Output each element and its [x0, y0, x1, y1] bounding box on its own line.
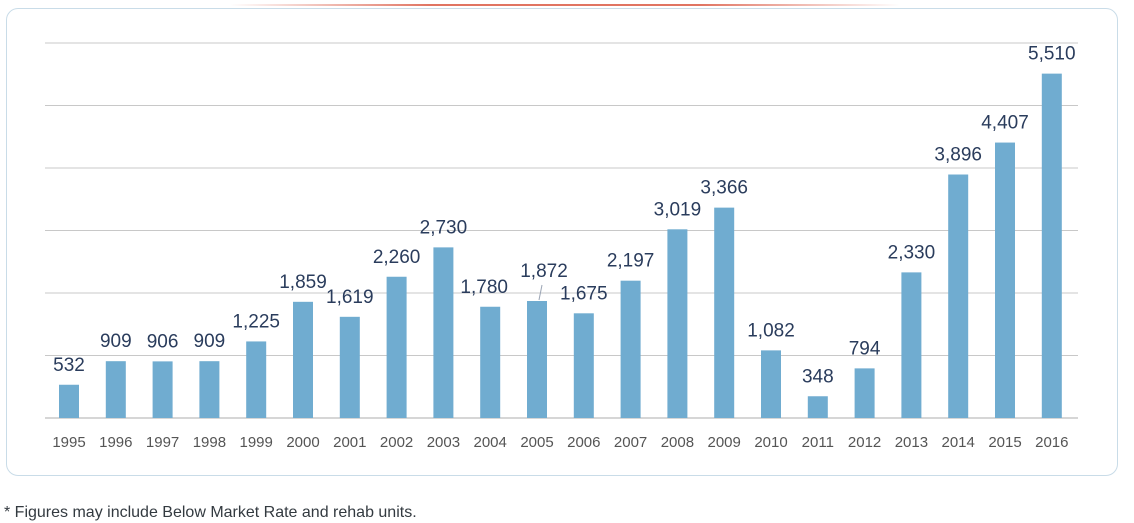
- bar: [527, 301, 547, 418]
- data-label: 532: [53, 355, 85, 376]
- top-accent-line: [230, 4, 900, 6]
- data-label: 3,366: [700, 178, 748, 199]
- x-tick-label: 1996: [99, 434, 132, 451]
- x-tick-label: 1998: [193, 434, 226, 451]
- bar: [667, 229, 688, 418]
- x-tick-label: 2007: [614, 434, 647, 451]
- data-label: 2,330: [888, 242, 936, 263]
- bar: [620, 280, 641, 418]
- bar: [807, 396, 828, 418]
- data-label: 3,896: [934, 145, 982, 166]
- bar: [1041, 73, 1062, 418]
- x-tick-label: 2011: [802, 434, 834, 451]
- data-label: 909: [194, 331, 226, 352]
- x-tick-label: 2014: [942, 434, 975, 451]
- x-tick-label: 2008: [661, 434, 694, 451]
- bar: [339, 316, 360, 418]
- bar: [854, 368, 875, 418]
- x-tick-label: 2000: [286, 434, 319, 451]
- data-label: 794: [849, 338, 881, 359]
- leader-line: [538, 284, 543, 301]
- data-label: 906: [147, 331, 179, 352]
- data-label: 3,019: [654, 199, 702, 220]
- bar: [761, 350, 781, 418]
- bar: [901, 272, 922, 418]
- x-tick-label: 2009: [708, 434, 741, 451]
- bar: [59, 384, 79, 418]
- x-tick-label: 2016: [1035, 434, 1068, 451]
- x-tick-label: 2002: [380, 434, 413, 451]
- x-tick-label: 2010: [754, 434, 787, 451]
- bar: [480, 306, 501, 418]
- x-tick-label: 1997: [146, 434, 179, 451]
- bar: [152, 361, 173, 418]
- bar: [105, 361, 126, 418]
- x-tick-label: 2006: [567, 434, 600, 451]
- bar: [948, 174, 969, 418]
- data-label: 4,407: [981, 113, 1029, 134]
- bar: [433, 247, 454, 418]
- data-label: 1,675: [560, 283, 608, 304]
- data-label: 1,082: [747, 320, 795, 341]
- x-tick-label: 1995: [52, 434, 85, 451]
- x-tick-label: 2013: [895, 434, 928, 451]
- x-tick-label: 2012: [848, 434, 881, 451]
- bar: [573, 313, 594, 418]
- x-tick-label: 2015: [988, 434, 1021, 451]
- bar: [995, 142, 1015, 418]
- data-label: 348: [802, 366, 834, 387]
- data-label: 1,872: [520, 261, 568, 282]
- bar: [714, 207, 735, 418]
- data-label: 1,225: [232, 311, 280, 332]
- bar: [199, 361, 220, 418]
- x-tick-label: 2005: [520, 434, 553, 451]
- chart-panel: [6, 8, 1118, 476]
- data-label: 2,730: [420, 217, 468, 238]
- data-label: 2,197: [607, 251, 655, 272]
- footnote: * Figures may include Below Market Rate …: [4, 504, 417, 521]
- data-label: 2,260: [373, 247, 421, 268]
- data-label: 1,859: [279, 272, 327, 293]
- x-tick-label: 2001: [333, 434, 366, 451]
- data-label: 1,619: [326, 287, 374, 308]
- x-tick-label: 2003: [427, 434, 460, 451]
- data-label: 5,510: [1028, 44, 1076, 65]
- x-tick-label: 1999: [240, 434, 273, 451]
- data-label: 1,780: [460, 277, 508, 298]
- bar: [386, 276, 407, 418]
- bar: [293, 301, 313, 418]
- bar: [246, 341, 267, 418]
- data-label: 909: [100, 331, 132, 352]
- x-tick-label: 2004: [474, 434, 507, 451]
